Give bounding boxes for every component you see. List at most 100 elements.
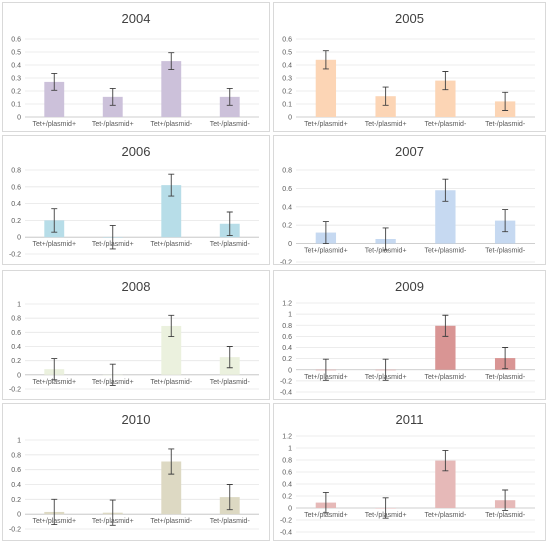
chart-title: 2006 [121,144,151,159]
category-label: Tet+/plasmid+ [304,248,348,255]
error-bar [502,209,509,233]
chart-title: 2005 [395,11,424,26]
y-tick-label: 0.6 [11,37,21,44]
error-bar [382,497,389,519]
chart-panel-2006: 2006 -0.2 0 0.2 0.4 0.6 0.8 Tet+/plasmid+ Tet-/p… [2,135,270,265]
bar [435,80,456,117]
y-tick-label: 1 [288,312,292,319]
error-bar [109,363,116,386]
category-label: Tet-/plasmid+ [92,241,134,248]
category-label: Tet-/plasmid- [210,121,251,128]
chart-panel-2010: 2010 -0.2 0 0.2 0.4 0.6 0.8 1 Tet+/plasmid+ Tet-/… [2,403,270,541]
y-tick-label: 1.2 [282,301,292,308]
bar [219,96,240,117]
y-tick-label: 0.3 [282,76,292,83]
category-label: Tet-/plasmid- [485,374,526,381]
bar [435,190,456,244]
y-tick-label: 0.4 [282,63,292,70]
category-label: Tet-/plasmid- [210,241,251,248]
y-tick-label: 0.5 [282,50,292,57]
y-tick-label: 0.8 [282,168,292,175]
y-tick-label: 0.8 [282,458,292,465]
bar-chart: 0 0.1 0.2 0.3 0.4 0.5 0.6 Tet+/plasmid+ Tet-/pla… [11,37,259,128]
y-tick-label: 1.2 [282,434,292,441]
error-bar [322,221,329,245]
y-tick-label: 0.8 [11,452,21,459]
y-tick-label: 1 [288,446,292,453]
category-label: Tet+/plasmid+ [304,512,348,519]
error-bar [51,208,58,233]
y-tick-label: 0.6 [282,37,292,44]
y-tick-label: 0.1 [282,102,292,109]
category-label: Tet-/plasmid+ [92,379,134,386]
y-tick-label: 1 [17,302,21,309]
category-label: Tet+/plasmid+ [32,241,76,248]
y-tick-label: 1 [17,438,21,445]
error-bar [442,178,449,202]
y-tick-label: 0.6 [282,334,292,341]
y-tick-label: 0 [288,367,292,374]
y-tick-label: 0.2 [11,497,21,504]
y-tick-label: 0.6 [282,186,292,193]
y-tick-label: 0.3 [11,76,21,83]
y-tick-label: 0.2 [282,89,292,96]
y-tick-label: 0.2 [11,218,21,225]
y-tick-label: 0 [288,115,292,122]
category-label: Tet+/plasmid- [424,374,466,381]
y-tick-label: -0.4 [280,530,292,537]
y-tick-label: 0.8 [11,316,21,323]
y-tick-label: 0.6 [11,467,21,474]
y-tick-label: -0.2 [280,518,292,525]
bar-chart: -0.2 0 0.2 0.4 0.6 0.8 1 Tet+/plasmid+ Tet-/plas… [9,438,259,534]
chart-title: 2009 [395,279,424,294]
y-tick-label: 0.8 [11,168,21,175]
category-label: Tet-/plasmid- [210,518,251,525]
category-label: Tet-/plasmid- [485,512,526,519]
y-tick-label: 0.4 [282,345,292,352]
chart-title: 2004 [121,11,151,26]
category-label: Tet+/plasmid- [150,121,192,128]
error-bar [168,52,175,70]
category-label: Tet-/plasmid+ [365,121,407,128]
error-bar [382,227,389,251]
chart-title: 2008 [121,279,151,294]
error-bar [51,358,58,381]
bar [161,325,182,375]
y-tick-label: 0.4 [282,482,292,489]
bar-chart: -0.2 0 0.2 0.4 0.6 0.8 Tet+/plasmid+ Tet-/plasm… [9,168,259,259]
category-label: Tet+/plasmid- [150,241,192,248]
bar [161,461,182,515]
category-label: Tet+/plasmid+ [304,121,348,128]
y-tick-label: 0.2 [282,356,292,363]
y-tick-label: -0.4 [280,390,292,397]
y-tick-label: 0.2 [11,89,21,96]
chart-title: 2010 [121,412,151,427]
error-bar [382,86,389,106]
error-bar [226,87,233,106]
category-label: Tet-/plasmid- [485,121,526,128]
error-bar [442,314,449,337]
y-tick-label: -0.2 [9,387,21,394]
bar [315,59,337,117]
bar-chart: -0.4 -0.2 0 0.2 0.4 0.6 0.8 1 1.2 Tet+/plasmid+ Te… [280,301,535,397]
y-tick-label: 0.4 [11,482,21,489]
category-label: Tet+/plasmid- [424,121,466,128]
error-bar [226,211,233,236]
y-tick-label: 0.8 [282,323,292,330]
error-bar [109,224,116,250]
error-bar [168,314,175,338]
error-bar [226,484,233,511]
y-tick-label: 0.1 [11,102,21,109]
y-tick-label: 0 [17,115,21,122]
bar [161,61,182,117]
y-tick-label: -0.2 [280,378,292,385]
error-bar [322,50,329,70]
y-tick-label: -0.2 [9,252,21,259]
error-bar [109,87,116,106]
y-tick-label: -0.2 [9,527,21,534]
y-tick-label: 0 [288,241,292,248]
y-tick-label: 0.6 [11,330,21,337]
y-tick-label: 0.4 [11,344,21,351]
y-tick-label: 0 [17,372,21,379]
chart-panel-2007: 2007 -0.2 0 0.2 0.4 0.6 0.8 Tet+/plasmid+ Tet-/p… [273,135,546,265]
